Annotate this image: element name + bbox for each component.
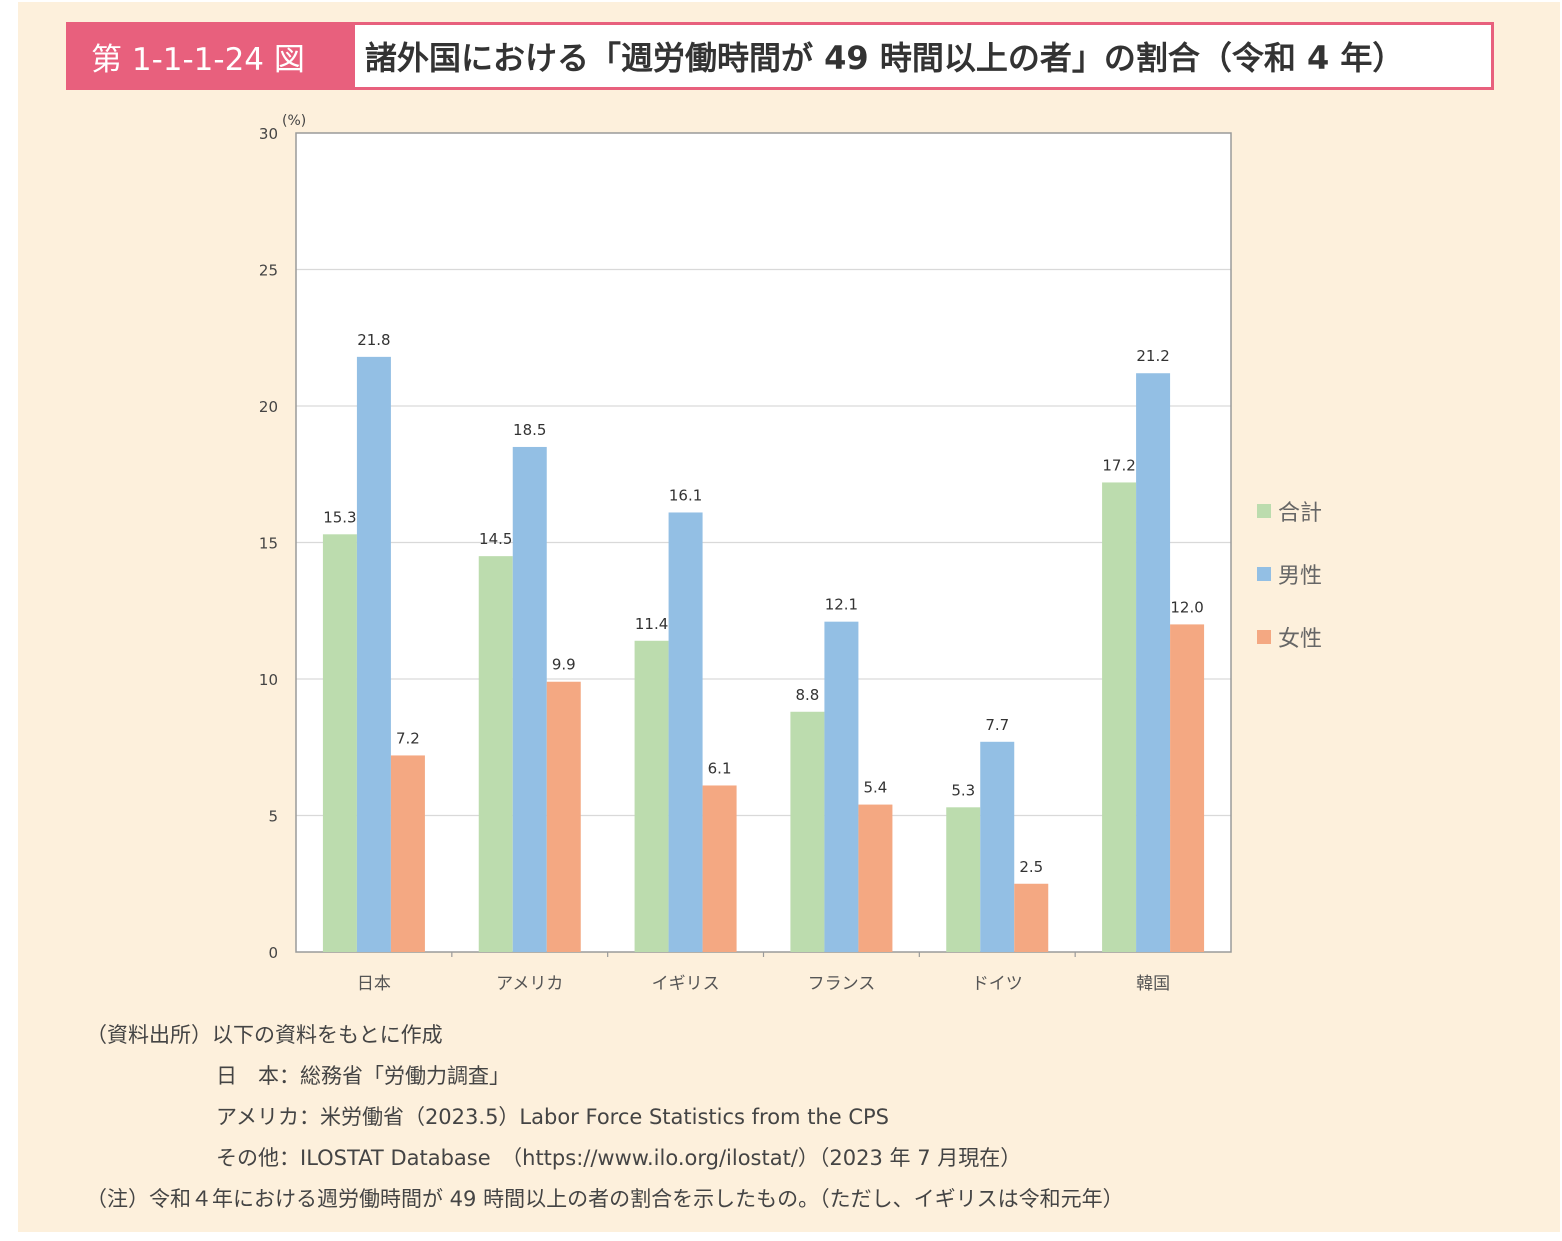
bar-value-label: 21.8 xyxy=(357,331,390,349)
bar-value-label: 11.4 xyxy=(635,615,668,633)
bar-female xyxy=(390,755,425,952)
bar-value-label: 17.2 xyxy=(1102,456,1135,474)
source-heading: （資料出所）以下の資料をもとに作成 xyxy=(86,1023,443,1047)
bar-female xyxy=(858,804,893,952)
x-tick-label: ドイツ xyxy=(972,974,1023,994)
y-tick-label: 10 xyxy=(259,671,278,689)
figure-title: 諸外国における「週労働時間が 49 時間以上の者」の割合（令和 4 年） xyxy=(365,39,1405,77)
source-japan: 日 本：総務省「労働力調査」 xyxy=(216,1064,510,1088)
y-axis-unit: (%) xyxy=(282,113,306,129)
bar-chart: 0 5 10 15 20 25 30(%) 15.3 21.8 7.2 日本 14.5 18.5 9.9 ア… xyxy=(259,113,1322,994)
bar-female xyxy=(1014,883,1049,952)
bar-total xyxy=(322,534,357,952)
figure-number: 第 1-1-1-24 図 xyxy=(69,25,355,87)
bar-value-label: 14.5 xyxy=(479,530,512,548)
bar-total xyxy=(946,807,981,952)
bar-value-label: 5.3 xyxy=(951,781,975,799)
bar-female xyxy=(546,681,581,952)
bar-total xyxy=(790,711,825,952)
bar-male xyxy=(1136,373,1171,952)
bar-male xyxy=(668,512,703,952)
bar-value-label: 6.1 xyxy=(708,759,732,777)
x-tick-label: 韓国 xyxy=(1136,974,1170,994)
bar-value-label: 5.4 xyxy=(863,779,887,797)
bar-female xyxy=(1170,624,1205,952)
bar-value-label: 18.5 xyxy=(513,421,546,439)
bar-total xyxy=(1102,482,1137,952)
figure-title-bar: 第 1-1-1-24 図 諸外国における「週労働時間が 49 時間以上の者」の割… xyxy=(66,22,1494,90)
legend-label-female: 女性 xyxy=(1278,627,1322,652)
bar-value-label: 12.0 xyxy=(1170,598,1203,616)
source-usa: アメリカ：米労働省（2023.5）Labor Force Statistics … xyxy=(216,1105,889,1129)
x-tick-label: イギリス xyxy=(652,974,720,994)
bar-value-label: 2.5 xyxy=(1019,858,1043,876)
y-tick-label: 25 xyxy=(259,262,278,280)
source-others: その他：ILOSTAT Database （https://www.ilo.or… xyxy=(216,1146,1022,1170)
legend-label-total: 合計 xyxy=(1278,501,1322,526)
source-notes: （資料出所）以下の資料をもとに作成 日 本：総務省「労働力調査」 アメリカ：米労… xyxy=(86,1015,1486,1220)
y-tick-label: 30 xyxy=(259,125,278,143)
bar-value-label: 9.9 xyxy=(552,656,576,674)
bar-male xyxy=(356,356,391,952)
legend-swatch-male xyxy=(1257,567,1271,581)
bar-value-label: 12.1 xyxy=(825,596,858,614)
y-tick-label: 20 xyxy=(259,398,278,416)
bar-male xyxy=(824,621,859,952)
bar-total xyxy=(634,640,669,952)
legend-swatch-total xyxy=(1257,504,1271,518)
bar-value-label: 16.1 xyxy=(669,486,702,504)
bar-value-label: 8.8 xyxy=(795,686,819,704)
bar-value-label: 7.7 xyxy=(985,716,1009,734)
chart-note: （注）令和４年における週労働時間が 49 時間以上の者の割合を示したもの。（ただ… xyxy=(86,1187,1124,1211)
bar-value-label: 21.2 xyxy=(1136,347,1169,365)
bar-female xyxy=(702,785,737,952)
bar-total xyxy=(478,556,513,952)
x-tick-label: フランス xyxy=(808,974,876,994)
x-tick-label: 日本 xyxy=(357,974,391,994)
y-tick-label: 0 xyxy=(268,944,278,962)
legend-label-male: 男性 xyxy=(1278,564,1322,589)
bar-male xyxy=(512,446,547,952)
x-tick-label: アメリカ xyxy=(496,974,563,994)
bar-value-label: 7.2 xyxy=(396,729,420,747)
bar-value-label: 15.3 xyxy=(323,508,356,526)
y-tick-label: 15 xyxy=(259,535,278,553)
y-tick-label: 5 xyxy=(268,808,278,826)
legend-swatch-female xyxy=(1257,630,1271,644)
bar-male xyxy=(980,741,1015,952)
